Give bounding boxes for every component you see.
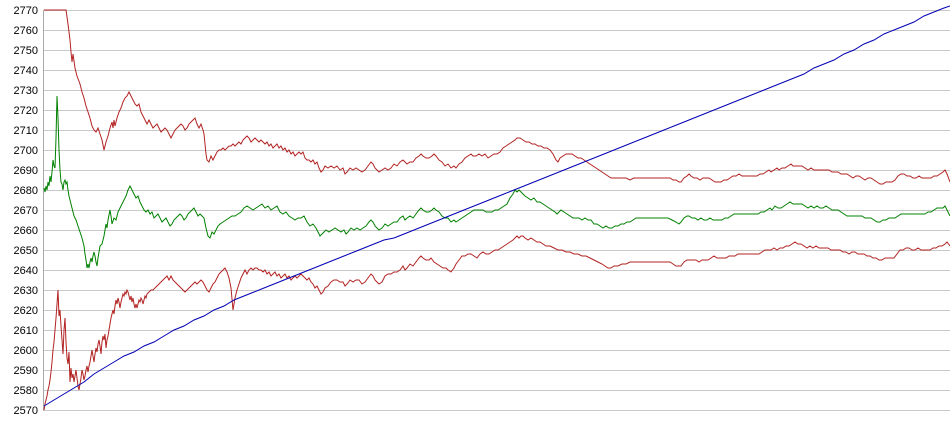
- y-axis-label: 2650: [14, 245, 38, 257]
- y-axis-label: 2680: [14, 185, 38, 197]
- y-axis-label: 2620: [14, 305, 38, 317]
- y-axis-label: 2630: [14, 285, 38, 297]
- y-axis-label: 2600: [14, 345, 38, 357]
- series-lines: [43, 5, 950, 411]
- median-green-line: [43, 95, 950, 269]
- y-axis-label: 2580: [14, 385, 38, 397]
- y-axis-label: 2610: [14, 325, 38, 337]
- y-axis-label: 2730: [14, 85, 38, 97]
- lower-envelope-red-line: [43, 235, 950, 411]
- y-axis-label: 2640: [14, 265, 38, 277]
- y-axis-label: 2670: [14, 205, 38, 217]
- y-axis-labels: 2770 2760 2750 2740 2730 2720 2710 2700 2690 2680…: [14, 5, 38, 417]
- y-axis-label: 2740: [14, 65, 38, 77]
- trend-blue-line: [43, 5, 950, 407]
- y-axis-label: 2720: [14, 105, 38, 117]
- y-axis-label: 2700: [14, 145, 38, 157]
- y-axis-label: 2770: [14, 5, 38, 17]
- y-axis-label: 2690: [14, 165, 38, 177]
- y-axis-label: 2760: [14, 25, 38, 37]
- y-axis-label: 2750: [14, 45, 38, 57]
- y-axis-label: 2590: [14, 365, 38, 377]
- y-axis-label: 2710: [14, 125, 38, 137]
- y-axis-label: 2660: [14, 225, 38, 237]
- y-axis-label: 2570: [14, 405, 38, 417]
- upper-envelope-red-line: [44, 9, 950, 185]
